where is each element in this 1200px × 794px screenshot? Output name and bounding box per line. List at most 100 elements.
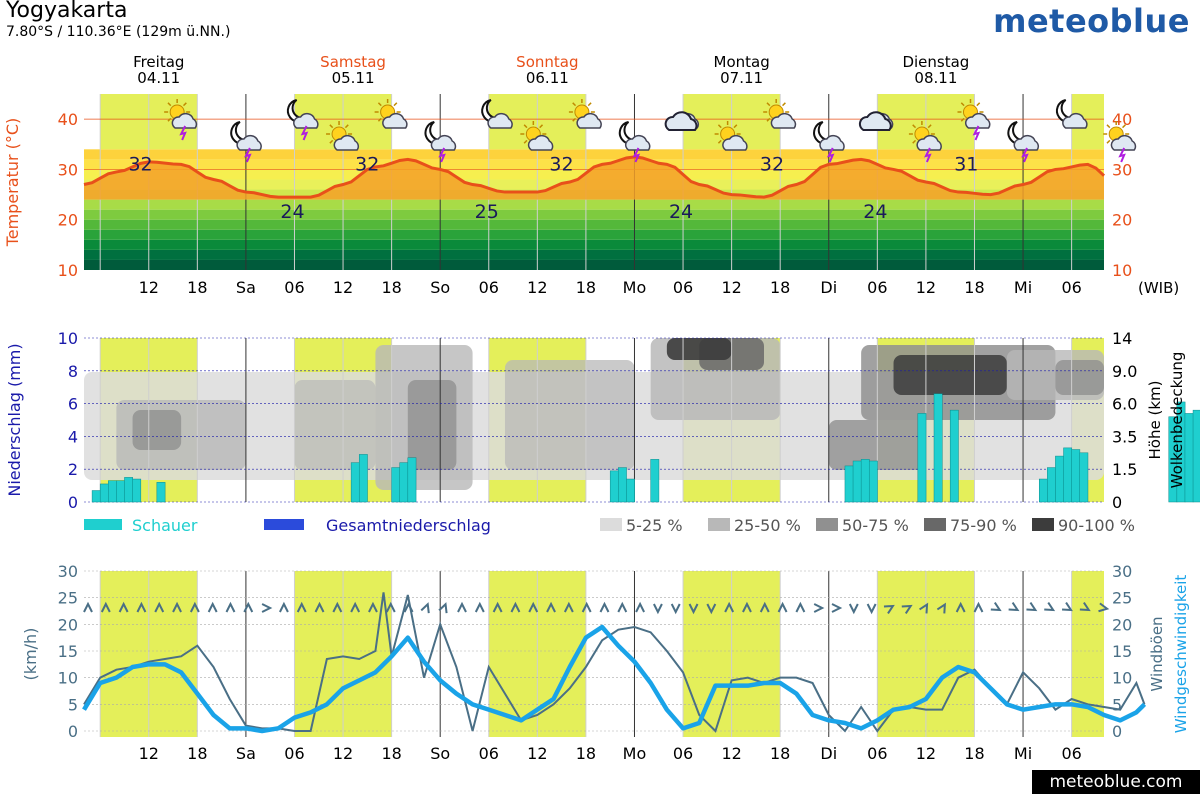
shower-bar — [949, 409, 959, 503]
temperature-line — [83, 155, 1106, 199]
wind-direction-arrow — [207, 601, 218, 613]
day-date: 05.11 — [332, 69, 375, 87]
cloud-legend-label: 75-90 % — [950, 516, 1017, 535]
shower-bar — [1063, 447, 1073, 503]
wind-tick-label: 25 — [58, 589, 78, 608]
shower-bar — [1038, 478, 1048, 503]
cloud-layer — [893, 355, 1007, 395]
temperature-tick-label: 30 — [58, 160, 78, 179]
shower-bar — [1184, 413, 1194, 503]
day-name: Sonntag — [516, 53, 578, 71]
legend-shower-swatch — [84, 519, 122, 530]
wind-tick-label: 25 — [1112, 589, 1132, 608]
shower-bar — [124, 477, 133, 503]
shower-bar — [1055, 455, 1064, 503]
temperature-tick-label: 10 — [58, 261, 78, 280]
sun-thunder-icon — [908, 121, 942, 163]
temperature-band — [84, 239, 1104, 250]
wind-direction-arrow — [118, 601, 129, 613]
wind-direction-arrow — [581, 601, 592, 613]
time-axis-top: 12 18 Sa 06 12 18 So 06 12 18 Mo 06 12 18 Di 06 12 18 Mi 06 — [139, 278, 1082, 297]
cloud-layer — [504, 360, 635, 470]
shower-bar — [108, 480, 117, 503]
time-tick-label: Mo — [623, 744, 647, 763]
time-tick-label: Mi — [1014, 744, 1032, 763]
shower-bar — [350, 462, 360, 503]
time-tick-label: 12 — [721, 744, 741, 763]
time-tick-label: 18 — [187, 744, 207, 763]
brand-logo[interactable]: meteoblue — [993, 2, 1190, 40]
wind-direction-arrow — [474, 601, 485, 613]
time-tick-label: 12 — [139, 744, 159, 763]
time-tick-label: 12 — [333, 744, 353, 763]
shower-bar — [399, 462, 409, 503]
cloud-layer — [666, 338, 732, 360]
height-tick-label: 3.5 — [1112, 427, 1137, 446]
shower-bar — [358, 454, 368, 503]
day-name: Dienstag — [902, 53, 969, 71]
wind-direction-arrow — [973, 601, 984, 613]
shower-bar — [391, 467, 401, 503]
precipitation-panel: 0 2 4 6 8 10 0 1.5 3.5 6.0 9.0 14 — [58, 329, 1200, 512]
wind-direction-arrow — [883, 604, 895, 615]
legend-shower-label: Schauer — [132, 516, 198, 535]
moon-thunder-icon — [230, 121, 262, 163]
shower-bar — [618, 467, 627, 503]
wind-direction-arrow — [599, 601, 610, 613]
time-tick-label: 18 — [964, 278, 984, 297]
moon-thunder-icon — [424, 121, 457, 163]
time-tick-label: 18 — [770, 278, 790, 297]
shower-bar — [933, 393, 943, 503]
temperature-axis-label: Temperatur (°C) — [3, 118, 22, 248]
moon-cloud-icon — [1056, 99, 1088, 129]
precip-tick-label: 8 — [68, 362, 78, 381]
wind-speed-line — [82, 624, 1147, 734]
wind-direction-arrow — [100, 601, 111, 613]
temperature-tick-label: 20 — [1112, 211, 1132, 230]
wind-speed-axis-label: Windgeschwindigkeit — [1172, 575, 1190, 734]
wind-direction-arrow — [279, 601, 289, 613]
height-tick-label: 9.0 — [1112, 362, 1137, 381]
daily-min-label: 24 — [669, 201, 693, 223]
daily-max-label: 32 — [549, 153, 573, 175]
wind-tick-label: 15 — [58, 642, 78, 661]
wind-direction-arrow — [724, 601, 735, 613]
temperature-tick-label: 40 — [1112, 110, 1132, 129]
cloud-layer — [132, 410, 182, 450]
footer-link[interactable]: meteoblue.com — [1032, 770, 1200, 794]
cloud-layer — [407, 380, 457, 470]
cloud-icon — [858, 111, 894, 131]
cloud-legend-swatch — [924, 518, 946, 531]
time-tick-label: 06 — [284, 744, 304, 763]
time-tick-label: Di — [820, 744, 837, 763]
shower-bar — [650, 459, 660, 503]
daily-max-label: 32 — [128, 153, 152, 175]
day-date: 07.11 — [720, 69, 763, 87]
height-axis-label: Höhe (km) — [1146, 381, 1164, 460]
time-tick-label: So — [430, 744, 450, 763]
day-date: 06.11 — [526, 69, 569, 87]
wind-tick-label: 30 — [58, 562, 78, 581]
shower-bar — [868, 460, 878, 503]
wind-direction-arrow — [510, 601, 521, 613]
wind-direction-arrow — [368, 601, 378, 613]
cloud-layer — [294, 380, 376, 470]
wind-direction-arrow — [314, 601, 325, 613]
moon-thunder-icon — [813, 121, 845, 163]
sun-cloud-icon — [763, 99, 797, 129]
temperature-tick-label: 10 — [1112, 261, 1132, 280]
daily-max-label: 32 — [760, 153, 784, 175]
sun-cloud-icon — [374, 99, 408, 129]
shower-bar — [156, 482, 166, 503]
cloud-cover-axis-label: Wolkenbedeckung — [1168, 352, 1186, 489]
wind-direction-arrow — [243, 601, 254, 613]
wind-direction-arrow — [296, 601, 307, 613]
wind-direction-arrow — [385, 601, 396, 613]
wind-direction-arrow — [136, 601, 147, 613]
daily-max-label: 31 — [954, 153, 978, 175]
wind-direction-arrow — [457, 601, 467, 613]
height-tick-label: 0 — [1112, 493, 1122, 512]
cloud-legend-label: 25-50 % — [734, 516, 801, 535]
